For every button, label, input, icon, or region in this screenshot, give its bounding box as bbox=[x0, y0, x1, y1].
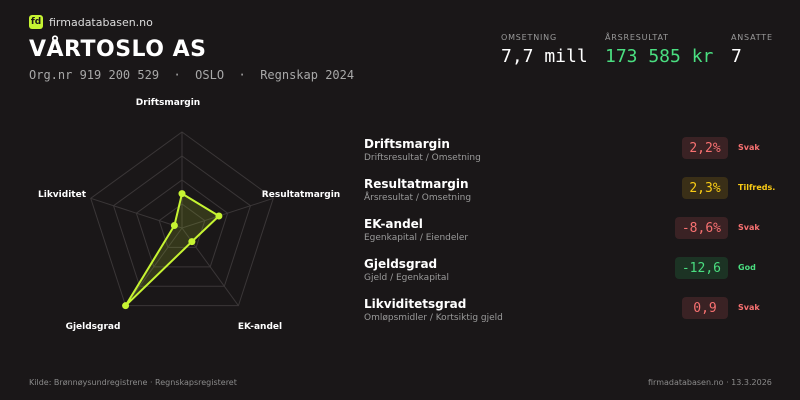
company-name: VÅRTOSLO AS bbox=[29, 37, 207, 62]
radar-grid-ring bbox=[90, 131, 274, 307]
footer-site-date[interactable]: firmadatabasen.no · 13.3.2026 bbox=[648, 378, 772, 387]
kpi-label: ANSATTE bbox=[731, 33, 773, 42]
metric-row-resultatmargin[interactable]: Resultatmargin Årsresultat / Omsetning 2… bbox=[364, 177, 776, 213]
metric-status: Svak bbox=[738, 303, 760, 312]
metric-row-ek-andel[interactable]: EK-andel Egenkapital / Eiendeler -8,6% S… bbox=[364, 217, 774, 253]
metric-title: Driftsmargin bbox=[364, 137, 450, 151]
metric-subtitle: Årsresultat / Omsetning bbox=[364, 193, 472, 203]
metric-status: God bbox=[738, 263, 756, 272]
metric-row-gjeldsgrad[interactable]: Gjeldsgrad Gjeld / Egenkapital -12,6 God bbox=[364, 257, 774, 293]
company-subline: Org.nr 919 200 529 · OSLO · Regnskap 202… bbox=[29, 68, 355, 82]
radar-axis-line bbox=[125, 227, 183, 306]
metric-value-badge: -8,6% bbox=[674, 217, 728, 239]
kpi-label: ÅRSRESULTAT bbox=[605, 33, 669, 42]
metric-value-badge: -12,6 bbox=[674, 257, 728, 279]
radar-grid-ring bbox=[112, 155, 252, 287]
radar-point bbox=[122, 302, 130, 310]
kpi-omsetning: OMSETNING 7,7 mill bbox=[501, 33, 588, 67]
metric-status: Tilfreds. bbox=[738, 183, 776, 192]
metric-row-likviditetsgrad[interactable]: Likviditetsgrad Omløpsmidler / Kortsikti… bbox=[364, 297, 774, 333]
kpi-arsresultat: ÅRSRESULTAT 173 585 kr bbox=[605, 33, 713, 67]
metric-value-badge: 2,2% bbox=[682, 137, 728, 159]
radar-grid-ring bbox=[158, 203, 206, 248]
radar-point bbox=[188, 238, 196, 246]
kpi-label: OMSETNING bbox=[501, 33, 557, 42]
metric-subtitle: Egenkapital / Eiendeler bbox=[364, 233, 469, 243]
kpi-ansatte: ANSATTE 7 bbox=[731, 33, 773, 67]
radar-chart: Driftsmargin Resultatmargin EK-andel Gje… bbox=[38, 98, 340, 332]
radar-shape bbox=[124, 192, 220, 307]
metric-value-badge: 2,3% bbox=[682, 177, 728, 199]
radar-label-ek-andel: EK-andel bbox=[238, 322, 282, 332]
radar-label-resultatmargin: Resultatmargin bbox=[262, 190, 340, 200]
kpi-value: 7 bbox=[731, 46, 742, 67]
brand[interactable]: fd firmadatabasen.no bbox=[29, 15, 153, 29]
metric-value-badge: 0,9 bbox=[682, 297, 728, 319]
radar-label-driftsmargin: Driftsmargin bbox=[136, 98, 200, 108]
kpi-value: 173 585 kr bbox=[605, 46, 714, 67]
metric-status: Svak bbox=[738, 223, 760, 232]
radar-grid bbox=[90, 131, 274, 307]
metric-title: Resultatmargin bbox=[364, 177, 469, 191]
radar-grid-ring bbox=[135, 179, 229, 268]
radar-label-likviditet: Likviditet bbox=[38, 190, 87, 200]
metric-row-driftsmargin[interactable]: Driftsmargin Driftsresultat / Omsetning … bbox=[364, 137, 774, 173]
metric-subtitle: Gjeld / Egenkapital bbox=[364, 273, 449, 283]
brand-name[interactable]: firmadatabasen.no bbox=[49, 15, 153, 29]
radar-points bbox=[122, 190, 223, 310]
metric-subtitle: Omløpsmidler / Kortsiktig gjeld bbox=[364, 313, 503, 323]
radar-label-gjeldsgrad: Gjeldsgrad bbox=[66, 322, 121, 332]
radar-point bbox=[178, 190, 186, 198]
radar-axis-line bbox=[181, 197, 274, 229]
metric-title: Gjeldsgrad bbox=[364, 257, 438, 271]
footer-source: Kilde: Brønnøysundregistrene · Regnskaps… bbox=[29, 378, 237, 387]
metric-subtitle: Driftsresultat / Omsetning bbox=[364, 153, 481, 163]
radar-point bbox=[170, 222, 178, 230]
metric-title: EK-andel bbox=[364, 217, 423, 231]
radar-point bbox=[215, 212, 223, 220]
logo-icon: fd bbox=[29, 15, 43, 29]
metric-status: Svak bbox=[738, 143, 760, 152]
kpi-value: 7,7 mill bbox=[501, 46, 588, 67]
metric-title: Likviditetsgrad bbox=[364, 297, 467, 311]
radar-axis-line bbox=[90, 197, 183, 229]
